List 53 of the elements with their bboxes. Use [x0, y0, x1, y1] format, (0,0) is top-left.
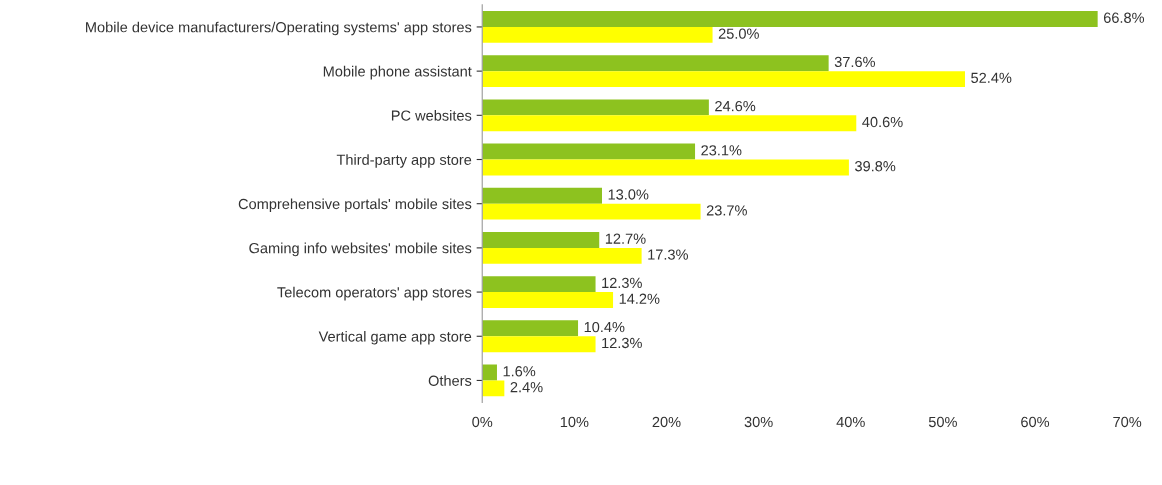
data-label: 14.2%: [619, 293, 660, 304]
data-label: 23.7%: [706, 205, 747, 216]
bar: [482, 203, 701, 220]
bar: [482, 276, 596, 293]
x-tick-label: 30%: [744, 416, 773, 428]
data-label: 23.1%: [701, 145, 742, 156]
x-tick-label: 20%: [652, 416, 681, 428]
bar: [482, 336, 596, 353]
data-label: 13.0%: [608, 189, 649, 200]
bar: [482, 159, 849, 176]
bar: [482, 71, 965, 88]
data-label: 12.3%: [602, 277, 642, 289]
y-tick-label: Vertical game app store: [318, 330, 472, 345]
y-tick-label: Telecom operators' app stores: [277, 286, 472, 301]
y-tick-label: Others: [428, 375, 472, 386]
bar: [482, 115, 857, 132]
data-label: 52.4%: [971, 72, 1012, 83]
bar: [482, 26, 713, 43]
x-tick-label: 60%: [1021, 416, 1050, 428]
data-label: 17.3%: [648, 249, 688, 260]
x-tick-label: 0%: [472, 416, 493, 428]
y-tick-label: Gaming info websites' mobile sites: [249, 242, 472, 257]
data-label: 24.6%: [715, 100, 756, 112]
bar: [482, 143, 696, 160]
data-label: 12.7%: [605, 233, 646, 244]
data-label: 12.3%: [602, 337, 642, 349]
bar: [482, 11, 1098, 27]
data-label: 2.4%: [510, 382, 543, 393]
x-tick-label: 40%: [836, 416, 865, 428]
bar: [482, 380, 505, 397]
bar: [482, 247, 642, 264]
y-tick-label: Mobile phone assistant: [323, 65, 472, 80]
data-label: 1.6%: [503, 366, 536, 377]
y-tick-label: Mobile device manufacturers/Operating systems' app stores: [86, 21, 472, 36]
bar: [482, 231, 600, 248]
x-tick-label: 50%: [928, 416, 957, 428]
bar: [482, 99, 709, 116]
bar: [482, 292, 614, 308]
x-tick-label: 10%: [560, 416, 589, 428]
data-label: 39.8%: [855, 161, 896, 172]
data-label: 66.8%: [1103, 12, 1145, 23]
bar: [482, 320, 579, 337]
bar: [482, 364, 497, 381]
data-label: 10.4%: [584, 321, 625, 333]
data-label: 40.6%: [862, 116, 903, 128]
data-label: 37.6%: [834, 56, 876, 68]
data-label: 25.0%: [718, 28, 759, 39]
bar: [482, 55, 829, 72]
y-tick-label: Comprehensive portals' mobile sites: [238, 198, 472, 213]
y-tick-label: PC websites: [391, 110, 472, 121]
bar: [482, 187, 602, 204]
y-tick-label: Third-party app store: [336, 154, 472, 168]
x-tick-label: 70%: [1113, 416, 1142, 428]
